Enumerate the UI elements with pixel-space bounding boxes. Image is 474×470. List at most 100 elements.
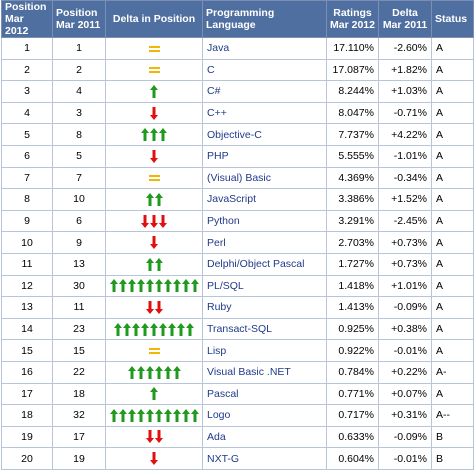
arrow-up-icon bbox=[145, 257, 154, 271]
arrow-up-icon bbox=[181, 408, 190, 422]
arrow-up-icon bbox=[150, 322, 158, 336]
position-2011-cell: 5 bbox=[52, 144, 106, 168]
arrow-up-icon bbox=[154, 192, 163, 206]
ratings-cell: 0.604% bbox=[326, 447, 379, 470]
position-2011-cell: 23 bbox=[52, 317, 106, 341]
position-2011-cell: 10 bbox=[52, 188, 106, 211]
table-row: 1 1 Java 17.110% -2.60% A bbox=[1, 37, 474, 60]
header-row: Position Mar 2012 Position Mar 2011 Delt… bbox=[1, 0, 474, 38]
delta-position-cell bbox=[105, 425, 203, 449]
arrow-up-icon bbox=[127, 408, 136, 422]
arrow-up-icon bbox=[163, 408, 172, 422]
ratings-cell: 1.413% bbox=[326, 296, 379, 319]
delta-indicator bbox=[150, 452, 158, 466]
position-2012-cell: 11 bbox=[1, 252, 53, 276]
position-2011-cell: 15 bbox=[52, 339, 106, 362]
delta-position-cell bbox=[105, 317, 203, 341]
delta-indicator bbox=[150, 236, 158, 250]
header-ratings: Ratings Mar 2012 bbox=[326, 0, 379, 38]
position-2012-cell: 4 bbox=[1, 101, 53, 125]
status-cell: A bbox=[431, 101, 474, 125]
position-2012-cell: 8 bbox=[1, 188, 53, 211]
position-2012-cell: 15 bbox=[1, 339, 53, 362]
delta-indicator bbox=[148, 67, 160, 74]
arrow-up-icon bbox=[190, 279, 199, 293]
arrow-up-icon bbox=[172, 365, 181, 379]
ratings-cell: 1.418% bbox=[326, 274, 379, 298]
status-cell: A bbox=[431, 317, 474, 341]
ratings-cell: 17.087% bbox=[326, 58, 379, 82]
delta-indicator bbox=[127, 365, 181, 379]
position-2011-cell: 32 bbox=[52, 404, 106, 427]
delta-rating-cell: -0.01% bbox=[378, 339, 432, 362]
arrow-up-icon bbox=[127, 279, 136, 293]
ratings-cell: 0.925% bbox=[326, 317, 379, 341]
position-2012-cell: 10 bbox=[1, 231, 53, 254]
arrow-up-icon bbox=[136, 365, 145, 379]
delta-position-cell bbox=[105, 101, 203, 125]
delta-rating-cell: -1.01% bbox=[378, 144, 432, 168]
status-cell: A-- bbox=[431, 404, 474, 427]
delta-indicator bbox=[150, 106, 158, 120]
arrow-up-icon bbox=[145, 365, 154, 379]
delta-indicator bbox=[150, 149, 158, 163]
arrow-up-icon bbox=[109, 279, 118, 293]
arrow-up-icon bbox=[132, 322, 140, 336]
table-row: 9 6 Python 3.291% -2.45% A bbox=[1, 209, 474, 233]
arrow-up-icon bbox=[181, 279, 190, 293]
status-cell: A bbox=[431, 144, 474, 168]
status-cell: A bbox=[431, 209, 474, 233]
table-row: 18 32 Logo 0.717% +0.31% A-- bbox=[1, 404, 474, 427]
table-row: 13 11 Ruby 1.413% -0.09% A bbox=[1, 296, 474, 319]
delta-position-cell bbox=[105, 123, 203, 146]
delta-position-cell bbox=[105, 188, 203, 211]
delta-indicator bbox=[109, 279, 199, 293]
arrow-down-icon bbox=[145, 300, 154, 314]
position-2011-cell: 13 bbox=[52, 252, 106, 276]
ratings-cell: 3.386% bbox=[326, 188, 379, 211]
table-row: 5 8 Objective-C 7.737% +4.22% A bbox=[1, 123, 474, 146]
position-2012-cell: 18 bbox=[1, 404, 53, 427]
status-cell: A bbox=[431, 37, 474, 60]
position-2012-cell: 16 bbox=[1, 360, 53, 384]
position-2012-cell: 5 bbox=[1, 123, 53, 146]
arrow-down-icon bbox=[154, 300, 163, 314]
table-row: 2 2 C 17.087% +1.82% A bbox=[1, 58, 474, 82]
header-status: Status bbox=[431, 0, 474, 38]
delta-rating-cell: +0.07% bbox=[378, 382, 432, 406]
ratings-cell: 3.291% bbox=[326, 209, 379, 233]
table-row: 16 22 Visual Basic .NET 0.784% +0.22% A- bbox=[1, 360, 474, 384]
arrow-up-icon bbox=[150, 387, 158, 401]
language-cell: NXT-G bbox=[202, 447, 327, 470]
delta-rating-cell: +0.73% bbox=[378, 231, 432, 254]
language-cell: Pascal bbox=[202, 382, 327, 406]
arrow-up-icon bbox=[145, 279, 154, 293]
position-2012-cell: 20 bbox=[1, 447, 53, 470]
position-2011-cell: 17 bbox=[52, 425, 106, 449]
table-row: 19 17 Ada 0.633% -0.09% B bbox=[1, 425, 474, 449]
delta-rating-cell: +0.22% bbox=[378, 360, 432, 384]
delta-rating-cell: +1.03% bbox=[378, 80, 432, 103]
delta-rating-cell: +1.82% bbox=[378, 58, 432, 82]
delta-rating-cell: +4.22% bbox=[378, 123, 432, 146]
position-2012-cell: 7 bbox=[1, 166, 53, 190]
position-2012-cell: 1 bbox=[1, 37, 53, 60]
delta-rating-cell: -2.45% bbox=[378, 209, 432, 233]
table-row: 20 19 NXT-G 0.604% -0.01% B bbox=[1, 447, 474, 470]
language-cell: Java bbox=[202, 37, 327, 60]
position-2012-cell: 19 bbox=[1, 425, 53, 449]
status-cell: A- bbox=[431, 360, 474, 384]
delta-rating-cell: +0.38% bbox=[378, 317, 432, 341]
position-2011-cell: 9 bbox=[52, 231, 106, 254]
delta-position-cell bbox=[105, 166, 203, 190]
delta-indicator bbox=[145, 192, 163, 206]
delta-indicator bbox=[150, 84, 158, 98]
equal-icon bbox=[148, 45, 160, 52]
language-cell: Logo bbox=[202, 404, 327, 427]
language-cell: Delphi/Object Pascal bbox=[202, 252, 327, 276]
arrow-down-icon bbox=[150, 149, 158, 163]
language-cell: Objective-C bbox=[202, 123, 327, 146]
ratings-cell: 8.244% bbox=[326, 80, 379, 103]
language-cell: C++ bbox=[202, 101, 327, 125]
